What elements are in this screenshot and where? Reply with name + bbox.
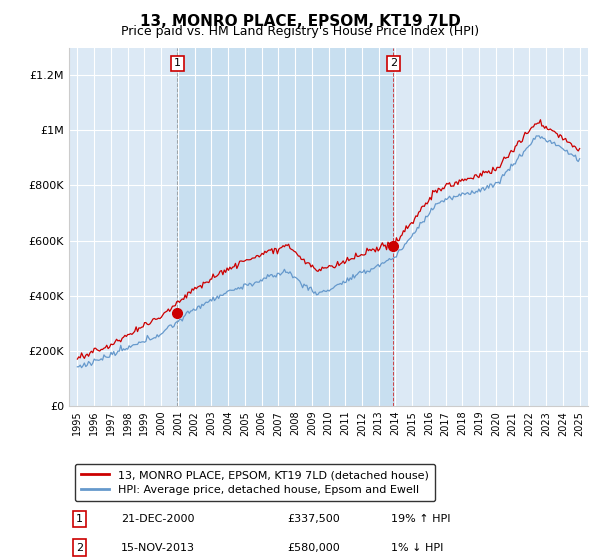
Text: Price paid vs. HM Land Registry's House Price Index (HPI): Price paid vs. HM Land Registry's House … (121, 25, 479, 38)
Text: 1: 1 (76, 514, 83, 524)
Text: 13, MONRO PLACE, EPSOM, KT19 7LD: 13, MONRO PLACE, EPSOM, KT19 7LD (140, 14, 460, 29)
Text: 15-NOV-2013: 15-NOV-2013 (121, 543, 195, 553)
Text: 21-DEC-2000: 21-DEC-2000 (121, 514, 194, 524)
Text: 2: 2 (390, 58, 397, 68)
Text: 2: 2 (76, 543, 83, 553)
Text: 1% ↓ HPI: 1% ↓ HPI (391, 543, 443, 553)
Text: £580,000: £580,000 (287, 543, 340, 553)
Legend: 13, MONRO PLACE, EPSOM, KT19 7LD (detached house), HPI: Average price, detached : 13, MONRO PLACE, EPSOM, KT19 7LD (detach… (74, 464, 436, 501)
Bar (178, 48, 394, 406)
Text: 19% ↑ HPI: 19% ↑ HPI (391, 514, 450, 524)
Text: £337,500: £337,500 (287, 514, 340, 524)
Text: 1: 1 (174, 58, 181, 68)
